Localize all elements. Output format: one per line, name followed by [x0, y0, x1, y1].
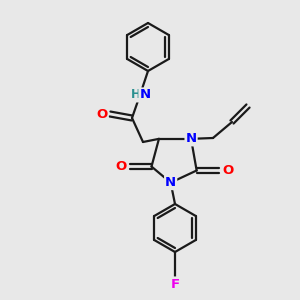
Text: N: N	[140, 88, 151, 101]
Text: H: H	[131, 88, 141, 101]
Text: O: O	[115, 160, 126, 173]
Text: O: O	[222, 164, 233, 177]
Text: F: F	[170, 278, 180, 290]
Text: O: O	[96, 107, 108, 121]
Text: N: N	[185, 132, 197, 145]
Text: N: N	[165, 176, 176, 189]
